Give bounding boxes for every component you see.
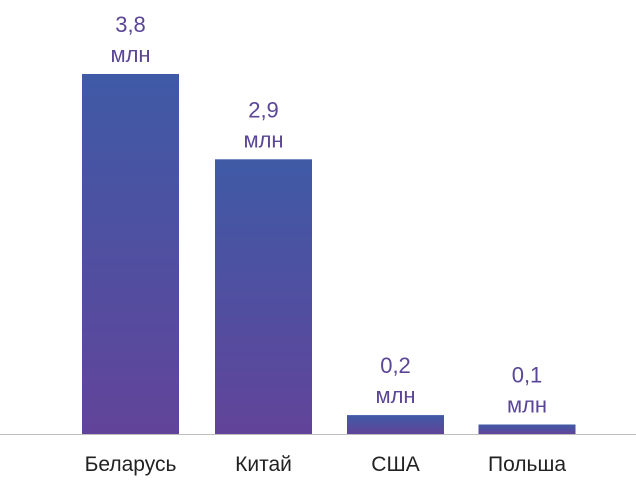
category-label-3: США — [371, 453, 419, 476]
value-label-1: 3,8 — [115, 12, 146, 37]
bar-2 — [215, 159, 312, 435]
category-label-1: Беларусь — [85, 453, 177, 476]
value-label-4: 0,1 — [512, 363, 543, 388]
category-label-2: Китай — [235, 453, 292, 476]
bar-1 — [82, 74, 179, 434]
category-label-4: Польша — [488, 453, 566, 476]
unit-label-2: млн — [243, 127, 283, 152]
unit-label-3: млн — [375, 383, 415, 408]
value-label-2: 2,9 — [248, 97, 279, 122]
unit-label-1: млн — [110, 42, 150, 67]
labels-layer: 3,8 млн Беларусь 2,9 млн Китай 0,2 млн США 0,1 млн… — [85, 12, 567, 476]
unit-label-4: млн — [507, 393, 547, 418]
bar-4 — [478, 424, 576, 434]
value-label-3: 0,2 — [380, 353, 411, 378]
bar-3 — [347, 415, 444, 434]
bars-layer — [82, 74, 576, 435]
